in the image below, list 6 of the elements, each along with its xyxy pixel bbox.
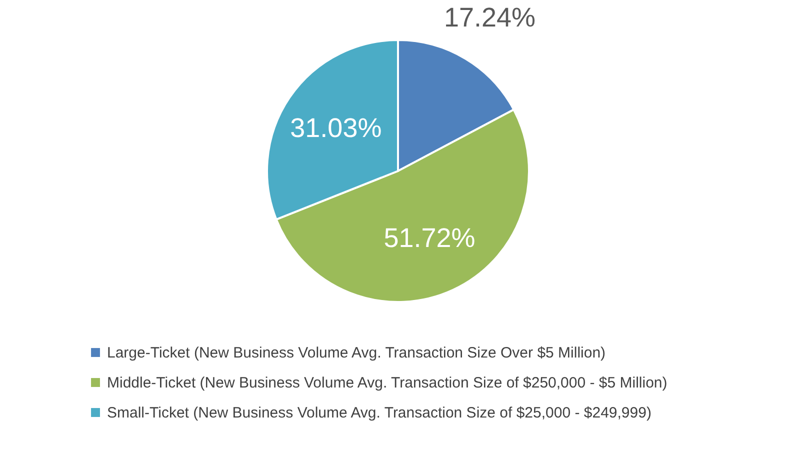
data-label: 31.03% xyxy=(290,112,382,143)
legend-label: Small-Ticket (New Business Volume Avg. Transaction Size of $25,000 - $249,999) xyxy=(107,404,652,422)
legend-label: Large-Ticket (New Business Volume Avg. Transaction Size Over $5 Million) xyxy=(107,344,606,362)
data-label: 51.72% xyxy=(384,223,476,254)
data-label: 17.24% xyxy=(444,2,536,32)
legend-label: Middle-Ticket (New Business Volume Avg. Transaction Size of $250,000 - $5 Million) xyxy=(107,374,668,392)
